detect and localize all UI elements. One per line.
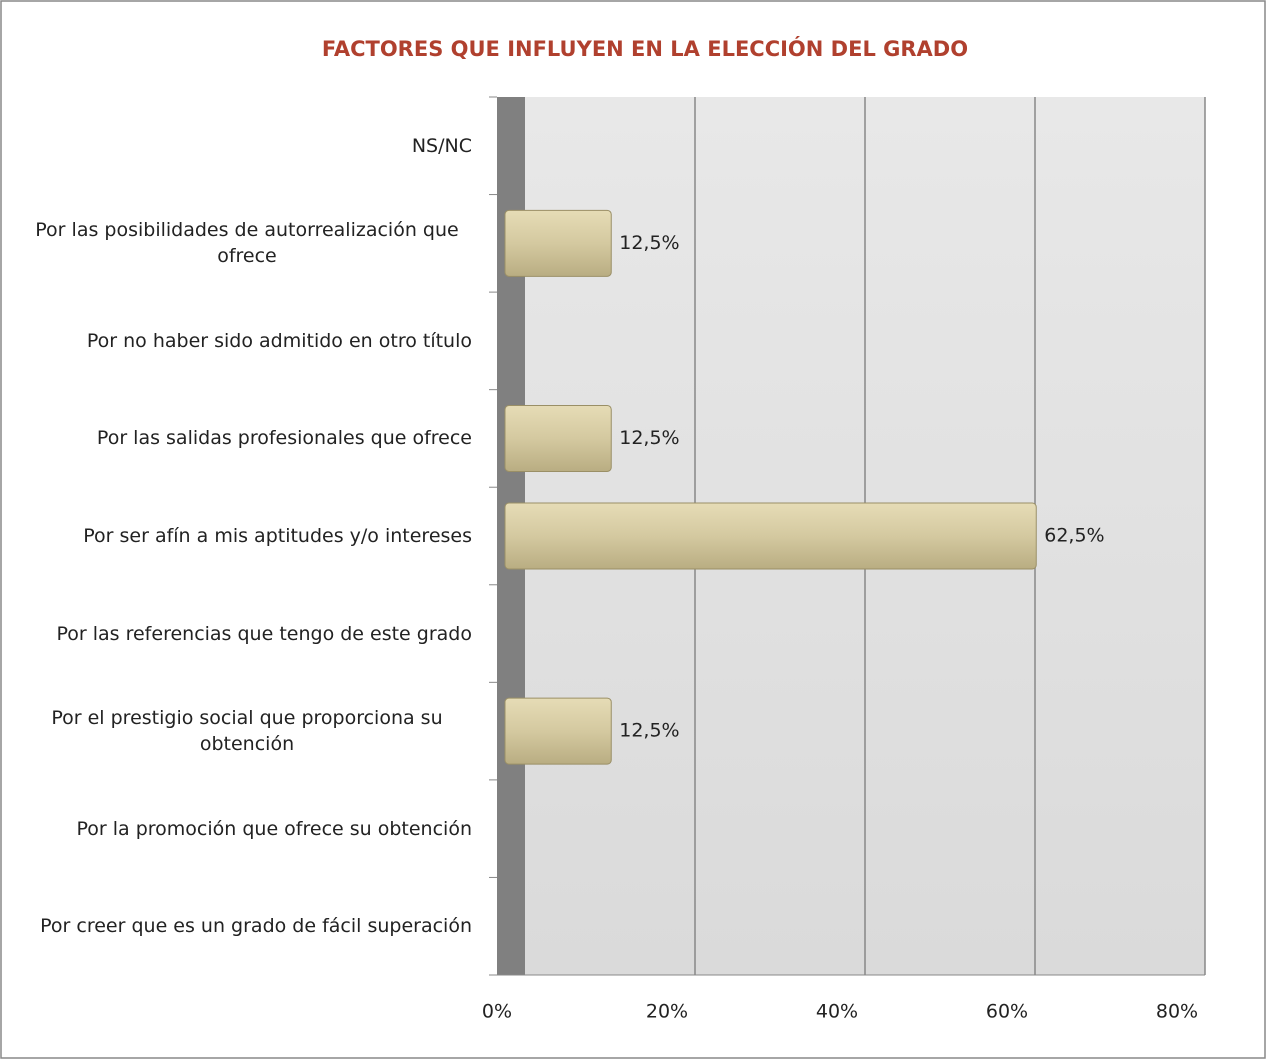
data-label: 12,5% — [619, 232, 679, 254]
x-tick-label: 40% — [816, 1001, 858, 1023]
y-tick-label: Por creer que es un grado de fácil super… — [40, 915, 472, 938]
bar — [504, 209, 612, 277]
data-label: 12,5% — [619, 427, 679, 449]
y-tick-label: Por no haber sido admitido en otro títul… — [86, 329, 472, 352]
y-tick-label: Por las posibilidades de autorrealizació… — [35, 219, 459, 268]
x-tick-label: 20% — [646, 1001, 688, 1023]
x-tick-label: 0% — [482, 1001, 512, 1023]
bar — [504, 404, 612, 472]
y-tick-label: Por las referencias que tengo de este gr… — [56, 622, 472, 645]
chart-title: FACTORES QUE INFLUYEN EN LA ELECCIÓN DEL… — [322, 36, 968, 61]
data-label: 12,5% — [619, 720, 679, 742]
y-tick-label: Por ser afín a mis aptitudes y/o interes… — [83, 525, 472, 547]
y-tick-label: Por las salidas profesionales que ofrece — [96, 427, 472, 450]
y-tick-label: NS/NC — [411, 134, 472, 157]
y-tick-label: Por el prestigio social que proporciona … — [51, 707, 443, 756]
x-tick-label: 60% — [986, 1001, 1028, 1023]
bar — [504, 502, 1037, 570]
bar — [504, 697, 612, 765]
x-tick-label: 80% — [1156, 1001, 1198, 1023]
data-label: 62,5% — [1044, 525, 1104, 547]
y-tick-label: Por la promoción que ofrece su obtención — [76, 817, 472, 840]
